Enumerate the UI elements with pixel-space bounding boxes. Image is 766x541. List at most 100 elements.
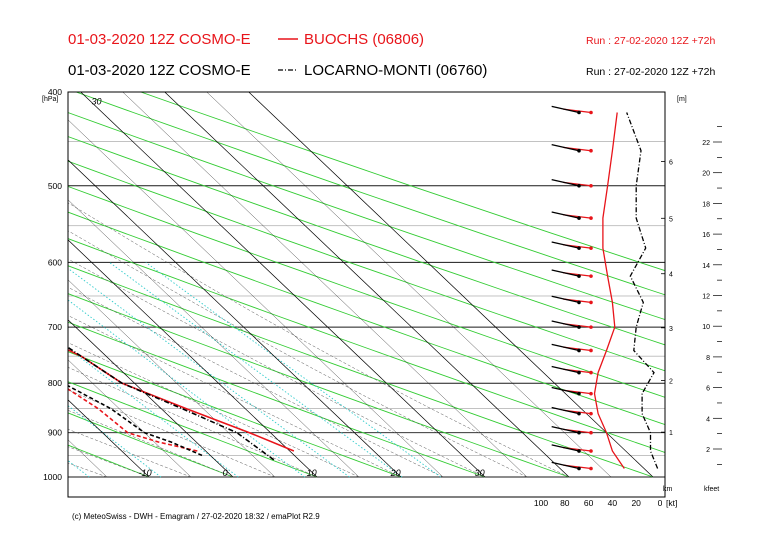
- km-tick-label: 1: [669, 430, 673, 437]
- wind-barb: [551, 406, 580, 415]
- km-tick-label: 4: [669, 272, 673, 279]
- moist-adiabat-line: [68, 342, 360, 478]
- moist-adiabat-line: [68, 366, 318, 478]
- isotherm-line: [122, 92, 528, 478]
- dry-adiabat-line: [68, 412, 234, 478]
- kfeet-tick-label: 18: [702, 201, 710, 208]
- km-axis-label: km: [663, 486, 673, 493]
- wind-axis-tick-label: 20: [631, 498, 641, 508]
- isotherm-line: [68, 359, 192, 478]
- dry-adiabat-line: [68, 265, 654, 478]
- header-run-info-1: Run : 27-02-2020 12Z +72h: [586, 35, 715, 47]
- isotherm-label: 30: [91, 96, 101, 106]
- header-station-2: LOCARNO-MONTI (06760): [304, 62, 487, 79]
- wind-barb-dot: [589, 110, 593, 115]
- wind-axis-tick-label: 100: [534, 498, 548, 508]
- moist-adiabat-line: [68, 446, 150, 478]
- wind-barb-dot: [589, 183, 593, 188]
- wind-barb-dot: [589, 391, 593, 396]
- isotherm-label: -10: [139, 468, 152, 478]
- wind-barb-dot: [589, 348, 593, 353]
- wind-barb-dot: [589, 246, 593, 250]
- pressure-tick-label: 400: [48, 87, 62, 97]
- header-station-1: BUOCHS (06806): [304, 31, 424, 48]
- wind-barb-dot: [577, 391, 581, 396]
- isotherm-line: [68, 439, 108, 478]
- wind-axis-tick-label: 40: [608, 498, 618, 508]
- wind-barb-dot: [589, 449, 593, 453]
- kfeet-tick-label: 20: [702, 171, 710, 178]
- dry-adiabat-line: [68, 160, 665, 372]
- wind-barb: [551, 386, 580, 395]
- dry-adiabat-line: [74, 92, 665, 296]
- km-tick-label: 5: [669, 216, 673, 223]
- mixing-ratio-line: [68, 267, 350, 478]
- wind-barb-dot: [577, 148, 581, 153]
- isotherm-line: [206, 92, 612, 478]
- wind-barb-dot: [577, 183, 581, 188]
- mixing-ratio-line: [145, 262, 441, 478]
- wind-barb-dot: [577, 449, 581, 453]
- wind-barb-dot: [577, 325, 581, 329]
- wind-barb-dot: [577, 216, 581, 220]
- km-tick-label: 6: [669, 159, 673, 166]
- header-run-label-2: 01-03-2020 12Z COSMO-E: [68, 62, 251, 79]
- kfeet-tick-label: 12: [702, 294, 710, 301]
- isotherm-label: 0: [223, 468, 228, 478]
- isotherm-label: 20: [390, 468, 401, 478]
- wind-barb: [551, 461, 580, 470]
- wind-barb-dot: [577, 466, 581, 471]
- plot-frame: [67, 91, 666, 498]
- kfeet-tick-label: 16: [702, 232, 710, 239]
- dry-adiabat-line: [68, 112, 665, 321]
- wind-barb: [551, 444, 580, 452]
- wind-barb-dot: [589, 466, 593, 471]
- dewpoint-profile-line: [68, 388, 198, 452]
- wind-barb: [551, 295, 580, 304]
- wind-barb-dot: [577, 110, 581, 115]
- header-run-info-2: Run : 27-02-2020 12Z +72h: [586, 66, 715, 78]
- wind-barb-dot: [577, 370, 581, 375]
- temperature-profile-line: [68, 346, 275, 461]
- pressure-tick-label: 500: [48, 181, 62, 191]
- isotherm-line: [0, 92, 23, 477]
- wind-axis-tick-label: 60: [584, 498, 594, 508]
- isotherm-line: [164, 92, 570, 478]
- wind-axis-tick-label: 80: [560, 498, 570, 508]
- kfeet-tick-label: 4: [706, 416, 710, 423]
- mixing-ratio-line: [68, 299, 306, 478]
- isotherm-line: [68, 199, 360, 478]
- moist-adiabat-line: [68, 389, 276, 478]
- isotherm-line: [0, 92, 65, 477]
- wind-barb-dot: [589, 370, 593, 375]
- isotherm-line: [68, 319, 234, 478]
- wind-barb: [551, 105, 580, 114]
- dry-adiabat-line: [139, 92, 665, 272]
- moist-adiabat-line: [68, 462, 108, 478]
- isotherm-line: [68, 279, 276, 478]
- pressure-tick-label: 600: [48, 257, 62, 267]
- temperature-profile-line: [68, 348, 295, 452]
- km-tick-label: 3: [669, 326, 673, 333]
- pressure-tick-label: 700: [48, 322, 62, 332]
- wind-speed-profile-line: [626, 112, 659, 469]
- wind-barb: [551, 241, 580, 249]
- isotherm-label: 30: [475, 468, 485, 478]
- moist-adiabat-line: [68, 202, 570, 478]
- isotherm-line: [68, 119, 444, 478]
- wind-axis-tick-label: 0: [658, 498, 663, 508]
- isotherm-line: [68, 399, 150, 478]
- wind-barb: [551, 425, 580, 434]
- kfeet-tick-label: 14: [702, 263, 710, 270]
- dry-adiabat-line: [68, 211, 665, 426]
- wind-barb-dot: [589, 430, 593, 435]
- wind-barb: [551, 269, 580, 277]
- wind-barb: [551, 320, 580, 328]
- wind-barb-dot: [577, 246, 581, 250]
- wind-barb-dot: [577, 430, 581, 435]
- mixing-ratio-line: [109, 262, 403, 478]
- wind-barb-dot: [589, 148, 593, 153]
- moist-adiabat-line: [68, 315, 402, 478]
- wind-barb-dot: [577, 274, 581, 278]
